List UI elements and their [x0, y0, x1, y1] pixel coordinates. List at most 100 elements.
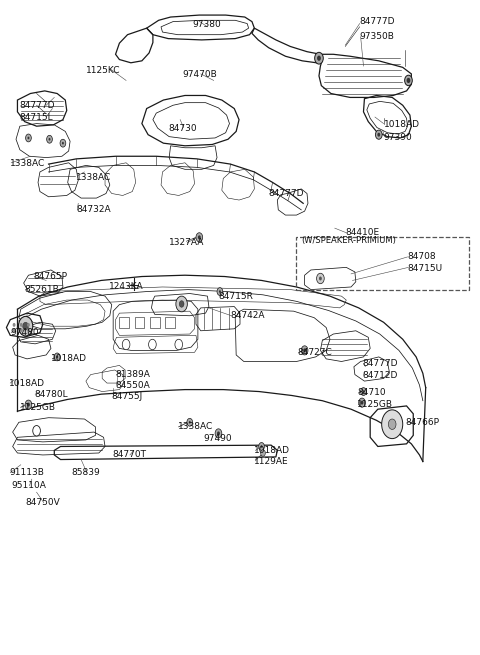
Circle shape	[179, 301, 184, 307]
Text: 84777D: 84777D	[269, 189, 304, 198]
Circle shape	[60, 140, 66, 147]
Circle shape	[382, 410, 403, 439]
Text: 84742A: 84742A	[230, 311, 265, 320]
Text: 84777D: 84777D	[362, 359, 397, 368]
Text: 1125GB: 1125GB	[20, 403, 56, 412]
Circle shape	[198, 235, 201, 239]
Circle shape	[196, 233, 203, 242]
Text: 84710: 84710	[357, 388, 386, 398]
Bar	[120, 317, 129, 328]
Text: 84708: 84708	[408, 252, 436, 261]
Circle shape	[317, 56, 321, 61]
Circle shape	[20, 328, 23, 332]
Circle shape	[122, 339, 130, 350]
Circle shape	[47, 136, 52, 143]
Text: 1338AC: 1338AC	[10, 159, 46, 168]
Text: 84750V: 84750V	[25, 498, 60, 507]
Circle shape	[317, 273, 324, 284]
Circle shape	[362, 390, 364, 393]
Circle shape	[219, 290, 221, 293]
Circle shape	[360, 388, 366, 396]
Circle shape	[27, 323, 30, 327]
Text: 97490: 97490	[203, 434, 232, 443]
Text: 1338AC: 1338AC	[178, 422, 213, 432]
Text: 1125GB: 1125GB	[357, 400, 393, 409]
Text: 85839: 85839	[72, 468, 100, 477]
Circle shape	[189, 421, 191, 424]
Circle shape	[23, 322, 28, 330]
Text: 84732A: 84732A	[76, 206, 111, 214]
Text: 1327AA: 1327AA	[168, 238, 204, 247]
Circle shape	[20, 323, 23, 327]
Text: 1338AC: 1338AC	[76, 173, 111, 181]
Circle shape	[56, 356, 58, 358]
Circle shape	[175, 339, 182, 350]
Text: 97390: 97390	[384, 134, 412, 142]
Circle shape	[33, 426, 40, 436]
Circle shape	[375, 130, 382, 140]
Circle shape	[149, 339, 156, 350]
Text: 84755J: 84755J	[112, 392, 143, 401]
Text: 97380: 97380	[192, 20, 221, 29]
Text: 84780L: 84780L	[34, 390, 68, 399]
Circle shape	[27, 137, 29, 140]
Circle shape	[187, 419, 192, 426]
Text: 84765P: 84765P	[33, 272, 67, 281]
Text: 84727C: 84727C	[298, 348, 332, 357]
Text: 81389A: 81389A	[116, 370, 150, 379]
Text: 97470B: 97470B	[182, 70, 216, 79]
Text: 84715L: 84715L	[20, 113, 53, 122]
Bar	[150, 317, 159, 328]
Circle shape	[388, 419, 396, 430]
Bar	[135, 317, 144, 328]
Circle shape	[12, 323, 15, 327]
Text: 84770T: 84770T	[112, 451, 146, 459]
Circle shape	[25, 400, 32, 409]
Circle shape	[319, 276, 322, 280]
Circle shape	[215, 429, 222, 438]
Text: 84715R: 84715R	[218, 291, 253, 301]
Text: 97480: 97480	[10, 328, 39, 337]
Text: 84712D: 84712D	[362, 371, 397, 380]
Text: 91113B: 91113B	[9, 468, 44, 477]
Text: 84730: 84730	[168, 124, 197, 133]
Text: 97350B: 97350B	[360, 32, 395, 41]
Text: 84766P: 84766P	[405, 418, 439, 427]
Text: 95110A: 95110A	[11, 481, 46, 490]
Text: 1129AE: 1129AE	[254, 457, 289, 466]
Circle shape	[25, 134, 31, 142]
Circle shape	[303, 348, 306, 352]
Circle shape	[259, 443, 264, 451]
Text: 1018AD: 1018AD	[51, 354, 87, 364]
Text: 85261B: 85261B	[24, 285, 60, 294]
Circle shape	[301, 346, 308, 355]
Text: 1018AD: 1018AD	[384, 121, 420, 130]
Text: 84715U: 84715U	[408, 264, 443, 273]
Circle shape	[176, 296, 187, 312]
Text: 1018AD: 1018AD	[9, 379, 45, 388]
Text: 84550A: 84550A	[116, 381, 150, 390]
Circle shape	[217, 432, 220, 436]
Text: (W/SPEAKER-PRIMIUM): (W/SPEAKER-PRIMIUM)	[301, 236, 396, 245]
Circle shape	[12, 328, 15, 332]
Circle shape	[27, 403, 30, 407]
Text: 1243KA: 1243KA	[109, 282, 144, 291]
Text: 84777D: 84777D	[360, 17, 395, 26]
Bar	[165, 317, 175, 328]
Circle shape	[377, 133, 380, 137]
Circle shape	[359, 398, 365, 407]
Text: 84777D: 84777D	[20, 101, 55, 110]
Circle shape	[261, 450, 265, 457]
Circle shape	[27, 328, 30, 332]
Circle shape	[54, 353, 60, 361]
Circle shape	[407, 78, 410, 83]
Text: 1018AD: 1018AD	[254, 446, 290, 455]
Circle shape	[62, 142, 64, 145]
Circle shape	[360, 401, 363, 405]
Circle shape	[217, 288, 223, 295]
Text: 1125KC: 1125KC	[86, 66, 121, 75]
Circle shape	[315, 52, 323, 64]
Circle shape	[261, 445, 263, 448]
Bar	[297, 237, 469, 290]
Circle shape	[48, 138, 50, 141]
